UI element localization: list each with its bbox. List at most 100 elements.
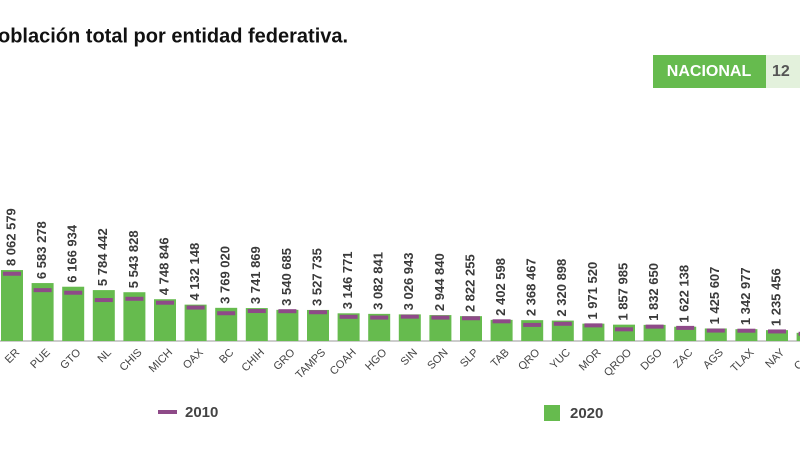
value-label: 5 543 828 <box>126 230 141 288</box>
marker-2010 <box>278 309 297 314</box>
marker-2010 <box>3 271 21 276</box>
bar <box>245 308 268 341</box>
x-tick-label: QROO <box>602 346 635 379</box>
bar <box>92 290 115 341</box>
marker-2010 <box>247 309 266 314</box>
value-label: 3 769 020 <box>218 246 233 304</box>
value-label: 6 583 278 <box>34 221 49 279</box>
marker-2010 <box>339 314 358 319</box>
marker-2010 <box>186 305 205 310</box>
marker-2010 <box>706 328 725 333</box>
x-tick-label: CHIH <box>239 347 267 375</box>
x-tick-label: SLP <box>458 347 481 370</box>
x-tick-label: TAB <box>489 347 512 370</box>
x-tick-label: DGO <box>639 346 666 373</box>
marker-2010 <box>462 316 480 321</box>
value-label: 2 402 598 <box>493 258 508 316</box>
bar <box>307 309 329 341</box>
value-label: 4 132 148 <box>187 243 202 301</box>
value-label: 1 342 977 <box>738 267 753 325</box>
bar <box>62 286 85 341</box>
bar <box>276 309 299 341</box>
marker-2010 <box>33 288 52 293</box>
x-tick-label: OAX <box>181 346 206 371</box>
value-label: 4 748 846 <box>156 237 171 295</box>
bar <box>215 307 238 341</box>
x-tick-label: MOR <box>577 347 604 374</box>
marker-2010 <box>584 323 603 328</box>
badge-value-box <box>766 55 800 88</box>
value-label: 1 425 607 <box>707 267 722 325</box>
x-tick-label: BC <box>217 347 236 366</box>
value-label: 2 368 467 <box>524 258 539 316</box>
x-tick-label: MICH <box>147 347 175 375</box>
value-label: 1 622 138 <box>677 265 692 323</box>
marker-2010 <box>217 311 236 316</box>
marker-2010 <box>615 327 633 332</box>
legend-swatch <box>544 405 560 421</box>
bar <box>31 283 54 341</box>
x-tick-label: YUC <box>548 347 573 372</box>
value-label: 1 857 985 <box>615 263 630 321</box>
x-tick-label: NAY <box>763 346 787 370</box>
value-label: 3 146 771 <box>340 251 355 309</box>
bar <box>398 314 421 341</box>
x-tick-label: ER <box>3 347 22 366</box>
marker-2010 <box>156 300 174 305</box>
x-tick-label: QRO <box>516 346 543 373</box>
value-label: 3 527 735 <box>309 248 324 306</box>
marker-2010 <box>768 329 786 334</box>
x-tick-label: CHIS <box>118 347 145 374</box>
x-tick-label: SIN <box>399 347 420 368</box>
bar <box>460 316 482 341</box>
x-tick-label: CAM <box>792 347 800 373</box>
marker-2010 <box>523 322 542 327</box>
badge-label: NACIONAL <box>667 63 752 80</box>
legend-label: 2020 <box>570 405 603 422</box>
bar <box>429 315 452 341</box>
value-label: 5 784 442 <box>95 228 110 286</box>
value-label: 8 062 579 <box>3 208 18 266</box>
marker-2010 <box>492 319 511 324</box>
value-label: 2 944 840 <box>432 253 447 311</box>
bar <box>766 330 788 341</box>
marker-2010 <box>676 325 695 330</box>
value-label: 6 166 934 <box>65 224 80 283</box>
x-tick-label: NL <box>96 347 114 365</box>
legend-label: 2010 <box>185 404 218 421</box>
value-label: 1 971 520 <box>585 262 600 320</box>
x-tick-label: TLAX <box>729 346 757 374</box>
marker-2010 <box>737 328 756 333</box>
marker-2010 <box>553 321 572 326</box>
bar <box>490 319 513 341</box>
marker-2010 <box>370 315 389 320</box>
x-tick-label: ZAC <box>671 347 695 371</box>
badge-value: 12 <box>772 63 790 80</box>
bar <box>674 326 697 341</box>
marker-2010 <box>125 296 144 301</box>
marker-2010 <box>400 314 419 319</box>
chart-title: oblación total por entidad federativa. <box>0 25 348 47</box>
bar <box>337 313 360 341</box>
x-tick-label: TAMPS <box>293 347 328 382</box>
x-tick-label: GRO <box>271 346 298 373</box>
marker-2010 <box>431 315 450 320</box>
value-label: 2 320 898 <box>554 259 569 317</box>
badge-box <box>653 55 766 88</box>
x-tick-label: GTO <box>58 346 84 372</box>
value-label: 1 832 650 <box>646 263 661 321</box>
x-tick-label: COAH <box>328 347 359 378</box>
marker-2010 <box>64 290 83 295</box>
marker-2010 <box>309 310 327 315</box>
bar <box>368 313 391 341</box>
bar <box>643 324 666 341</box>
bar <box>123 292 146 341</box>
bar <box>796 332 800 341</box>
bar <box>154 299 176 341</box>
value-label: 3 741 869 <box>248 246 263 304</box>
marker-2010 <box>645 324 664 329</box>
bar <box>735 329 758 341</box>
x-tick-label: HGO <box>363 346 390 373</box>
